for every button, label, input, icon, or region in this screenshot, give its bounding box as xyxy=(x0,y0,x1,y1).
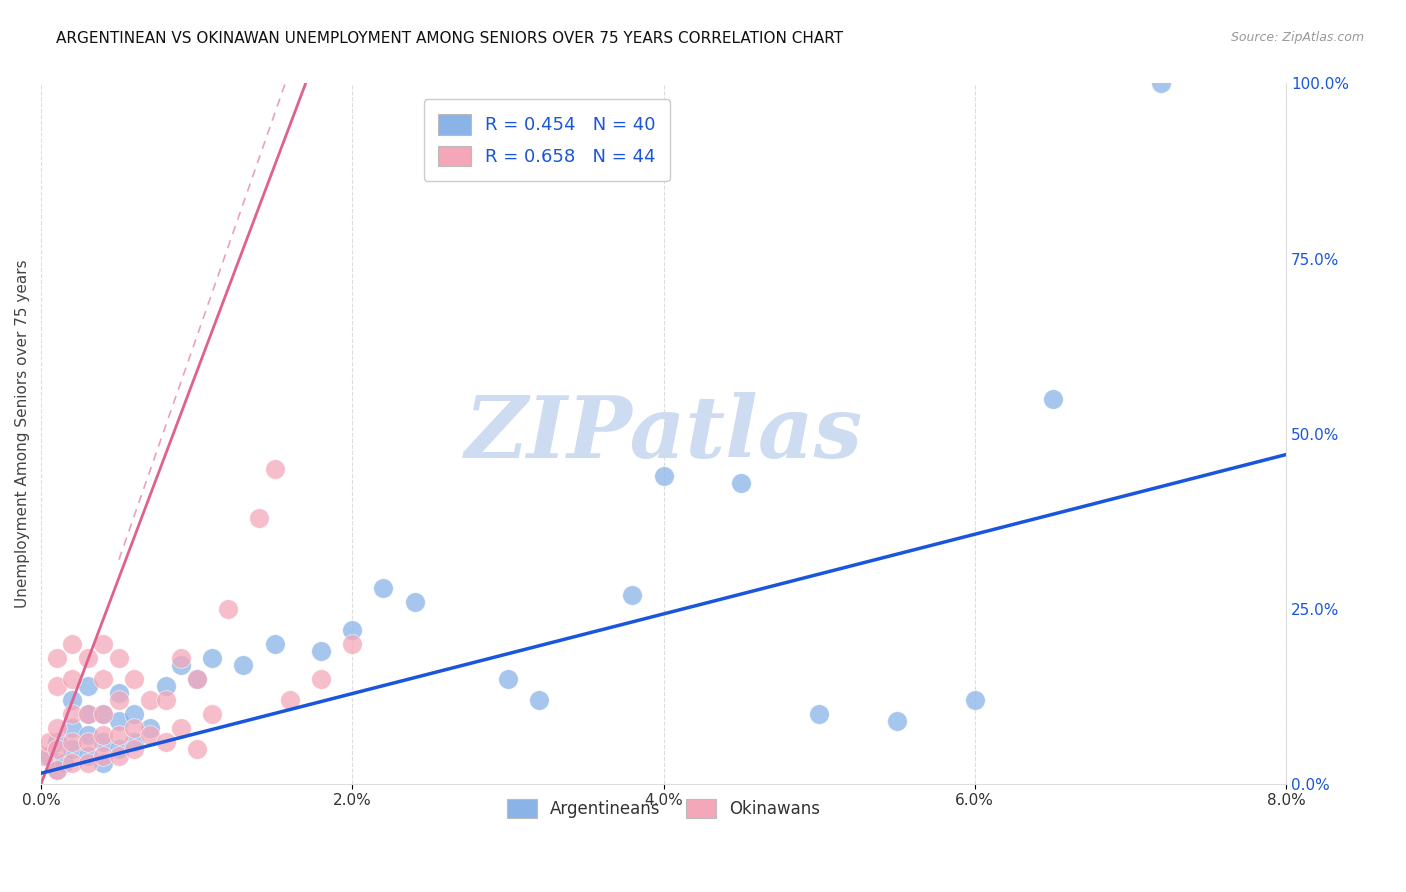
Point xyxy=(217,601,239,615)
Point xyxy=(93,756,115,770)
Point xyxy=(76,706,98,721)
Point xyxy=(278,692,301,706)
Point xyxy=(124,706,146,721)
Point xyxy=(93,672,115,686)
Point xyxy=(124,672,146,686)
Point xyxy=(76,728,98,742)
Point xyxy=(45,741,67,756)
Point xyxy=(45,763,67,777)
Point xyxy=(373,581,395,595)
Y-axis label: Unemployment Among Seniors over 75 years: Unemployment Among Seniors over 75 years xyxy=(15,260,30,608)
Point xyxy=(38,748,60,763)
Point xyxy=(93,735,115,749)
Point xyxy=(232,657,254,672)
Point xyxy=(263,461,285,475)
Point xyxy=(621,588,644,602)
Point xyxy=(60,735,83,749)
Point xyxy=(45,679,67,693)
Point xyxy=(108,692,131,706)
Point xyxy=(32,748,55,763)
Point xyxy=(60,706,83,721)
Point xyxy=(60,672,83,686)
Point xyxy=(60,741,83,756)
Point xyxy=(342,637,364,651)
Point xyxy=(76,756,98,770)
Point xyxy=(186,672,208,686)
Point xyxy=(404,595,426,609)
Point xyxy=(263,637,285,651)
Point xyxy=(201,650,224,665)
Point xyxy=(886,714,908,728)
Point xyxy=(60,692,83,706)
Point xyxy=(108,748,131,763)
Point xyxy=(527,692,550,706)
Point xyxy=(45,650,67,665)
Text: ARGENTINEAN VS OKINAWAN UNEMPLOYMENT AMONG SENIORS OVER 75 YEARS CORRELATION CHA: ARGENTINEAN VS OKINAWAN UNEMPLOYMENT AMO… xyxy=(56,31,844,46)
Point xyxy=(60,756,83,770)
Point xyxy=(108,686,131,700)
Point xyxy=(309,672,332,686)
Point xyxy=(124,735,146,749)
Point xyxy=(108,741,131,756)
Point xyxy=(108,728,131,742)
Point xyxy=(155,679,177,693)
Point xyxy=(373,62,395,77)
Point xyxy=(45,763,67,777)
Point xyxy=(60,637,83,651)
Legend: Argentineans, Okinawans: Argentineans, Okinawans xyxy=(501,792,827,824)
Point xyxy=(76,735,98,749)
Point xyxy=(93,748,115,763)
Point xyxy=(342,623,364,637)
Text: Source: ZipAtlas.com: Source: ZipAtlas.com xyxy=(1230,31,1364,45)
Point xyxy=(170,657,193,672)
Point xyxy=(155,735,177,749)
Point xyxy=(108,714,131,728)
Point xyxy=(1150,77,1173,91)
Point xyxy=(45,721,67,735)
Point xyxy=(201,706,224,721)
Point xyxy=(730,475,752,490)
Point xyxy=(124,721,146,735)
Point xyxy=(53,756,76,770)
Point xyxy=(170,650,193,665)
Point xyxy=(45,735,67,749)
Point xyxy=(93,637,115,651)
Point xyxy=(76,706,98,721)
Point xyxy=(108,650,131,665)
Point xyxy=(93,728,115,742)
Point xyxy=(186,672,208,686)
Point xyxy=(309,643,332,657)
Point xyxy=(170,721,193,735)
Point xyxy=(76,679,98,693)
Point xyxy=(76,748,98,763)
Point xyxy=(808,706,831,721)
Point xyxy=(247,510,270,524)
Point xyxy=(186,741,208,756)
Point xyxy=(38,735,60,749)
Point xyxy=(139,692,162,706)
Point xyxy=(76,650,98,665)
Text: ZIPatlas: ZIPatlas xyxy=(464,392,863,475)
Point xyxy=(1042,392,1064,406)
Point xyxy=(93,706,115,721)
Point xyxy=(139,728,162,742)
Point xyxy=(496,672,519,686)
Point xyxy=(124,741,146,756)
Point xyxy=(963,692,986,706)
Point xyxy=(139,721,162,735)
Point xyxy=(652,468,675,483)
Point xyxy=(155,692,177,706)
Point xyxy=(60,721,83,735)
Point xyxy=(93,706,115,721)
